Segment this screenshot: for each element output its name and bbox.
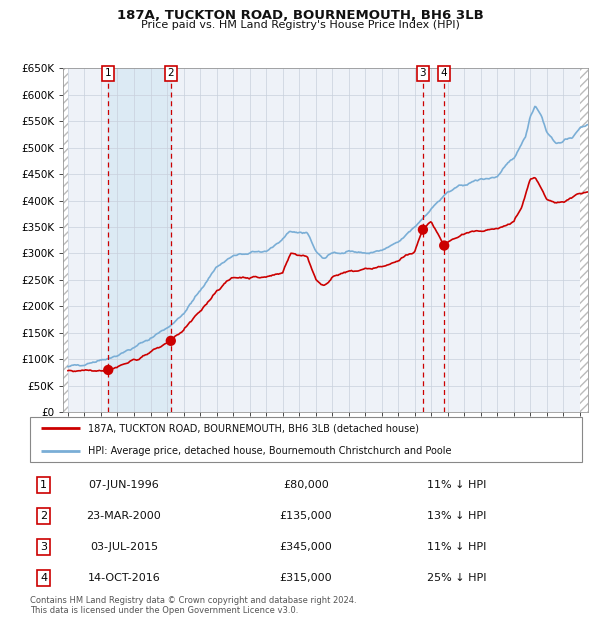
Text: 3: 3 <box>419 68 426 78</box>
Text: 14-OCT-2016: 14-OCT-2016 <box>88 573 160 583</box>
Text: Contains HM Land Registry data © Crown copyright and database right 2024.
This d: Contains HM Land Registry data © Crown c… <box>30 596 356 615</box>
Text: 1: 1 <box>40 480 47 490</box>
Bar <box>108 68 171 412</box>
Text: 07-JUN-1996: 07-JUN-1996 <box>88 480 159 490</box>
Text: £135,000: £135,000 <box>280 511 332 521</box>
FancyBboxPatch shape <box>30 417 582 462</box>
Text: 11% ↓ HPI: 11% ↓ HPI <box>427 480 487 490</box>
Text: 3: 3 <box>40 542 47 552</box>
Text: HPI: Average price, detached house, Bournemouth Christchurch and Poole: HPI: Average price, detached house, Bour… <box>88 446 451 456</box>
Text: 187A, TUCKTON ROAD, BOURNEMOUTH, BH6 3LB (detached house): 187A, TUCKTON ROAD, BOURNEMOUTH, BH6 3LB… <box>88 423 419 433</box>
Text: £80,000: £80,000 <box>283 480 329 490</box>
Text: £315,000: £315,000 <box>280 573 332 583</box>
Text: 2: 2 <box>167 68 174 78</box>
Text: £345,000: £345,000 <box>280 542 332 552</box>
Point <box>166 336 176 346</box>
Text: 25% ↓ HPI: 25% ↓ HPI <box>427 573 487 583</box>
Text: 13% ↓ HPI: 13% ↓ HPI <box>427 511 487 521</box>
Text: 2: 2 <box>40 511 47 521</box>
Point <box>418 224 428 234</box>
Text: 187A, TUCKTON ROAD, BOURNEMOUTH, BH6 3LB: 187A, TUCKTON ROAD, BOURNEMOUTH, BH6 3LB <box>116 9 484 22</box>
Text: 4: 4 <box>40 573 47 583</box>
Text: 11% ↓ HPI: 11% ↓ HPI <box>427 542 487 552</box>
Text: 23-MAR-2000: 23-MAR-2000 <box>86 511 161 521</box>
Text: Price paid vs. HM Land Registry's House Price Index (HPI): Price paid vs. HM Land Registry's House … <box>140 20 460 30</box>
Text: 03-JUL-2015: 03-JUL-2015 <box>90 542 158 552</box>
Text: 4: 4 <box>441 68 448 78</box>
Point <box>439 241 449 250</box>
Point <box>103 365 113 375</box>
Text: 1: 1 <box>105 68 112 78</box>
